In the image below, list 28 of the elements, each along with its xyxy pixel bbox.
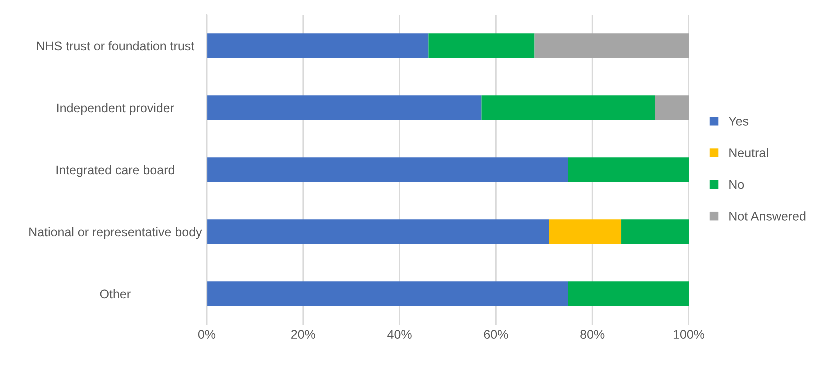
bar	[622, 220, 689, 244]
x-tick-label: 20%	[292, 330, 316, 340]
legend-label: Neutral	[730, 148, 768, 158]
bar	[207, 282, 568, 306]
x-tick-label: 0%	[198, 330, 216, 340]
bar	[428, 34, 535, 58]
y-tick-label: Other	[100, 289, 131, 299]
bar	[482, 96, 656, 120]
x-tick-label: 40%	[388, 330, 412, 340]
bar	[549, 220, 622, 244]
y-tick-label: Integrated care board	[56, 165, 174, 178]
legend-label: Not Answered	[730, 212, 806, 221]
x-tick-label: 80%	[580, 330, 605, 340]
bar	[568, 282, 689, 306]
bar	[655, 96, 689, 120]
x-tick-label: 60%	[484, 330, 508, 340]
bar	[207, 96, 482, 120]
bar	[568, 158, 689, 182]
bar	[207, 220, 550, 244]
bar	[534, 34, 689, 58]
legend-label: No	[730, 180, 744, 190]
bar	[207, 158, 568, 182]
y-tick-label: Independent provider	[58, 103, 174, 116]
bar	[207, 34, 429, 58]
x-tick-label: 100%	[674, 330, 705, 340]
y-tick-label: NHS trust or foundation trust	[37, 41, 195, 51]
y-tick-label: National or representative body	[30, 227, 202, 240]
legend-label: Yes	[728, 117, 749, 126]
